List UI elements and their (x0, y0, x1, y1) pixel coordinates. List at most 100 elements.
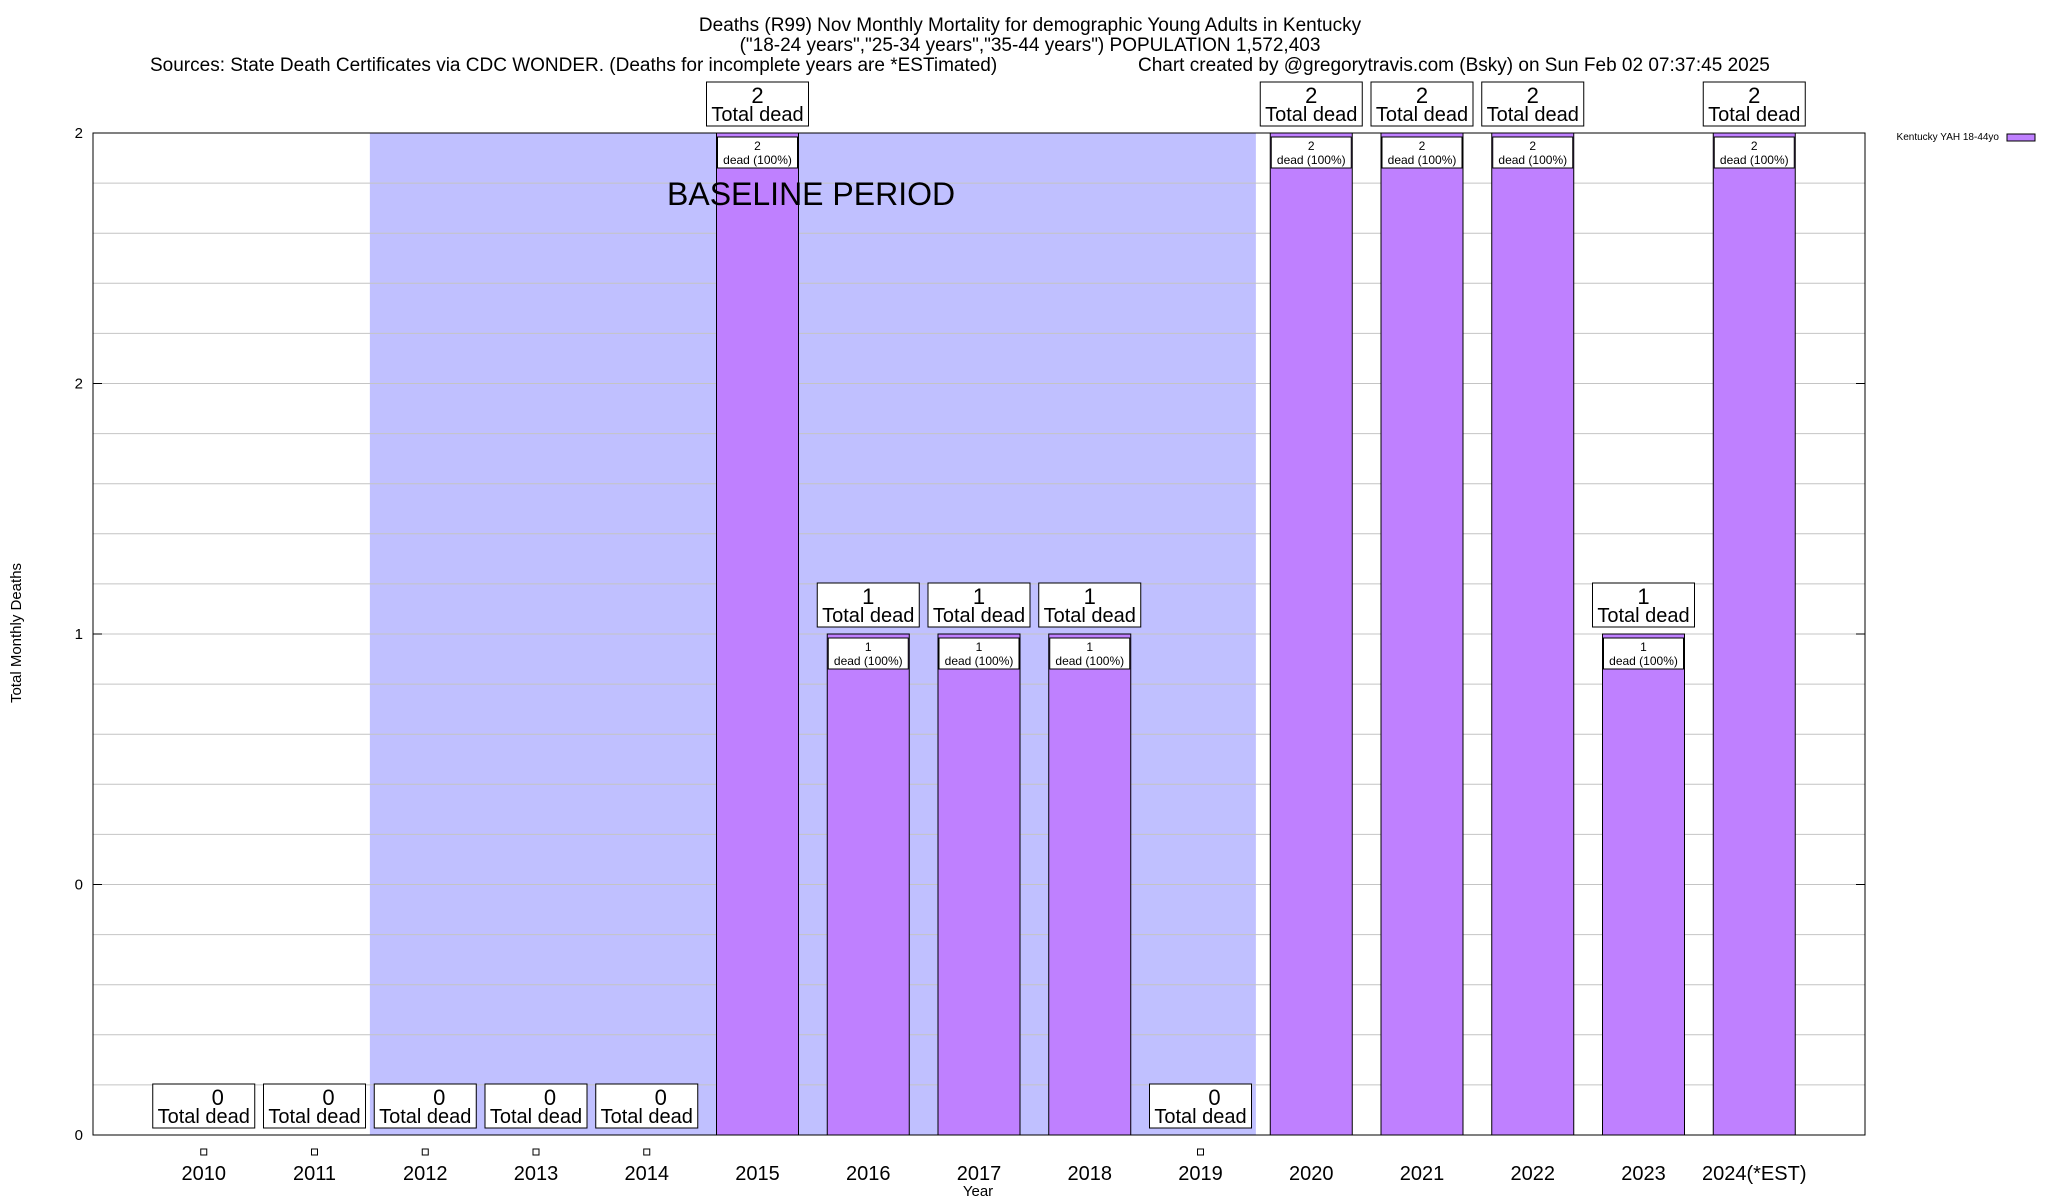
x-tick-label: 2020 (1289, 1163, 1334, 1185)
bar-inner-value-label: 2 (754, 139, 761, 153)
bar-total-value-label: 0 (212, 1085, 224, 1110)
chart-credit: Chart created by @gregorytravis.com (Bsk… (1138, 55, 1770, 76)
x-tick-label: 2024(*EST) (1702, 1163, 1807, 1185)
plot-border (92, 132, 1866, 1136)
zero-value-marker (421, 1148, 429, 1156)
bar-total-label-box (484, 1083, 588, 1129)
bar-total-label-box (1149, 1083, 1252, 1129)
bar (937, 633, 1021, 1136)
y-tick-label: 2 (75, 125, 83, 142)
bar (1712, 132, 1796, 1136)
bar-total-label-box (595, 1083, 699, 1129)
bar-total-label-box (1592, 582, 1695, 628)
bar-total-value-label: 2 (751, 83, 763, 108)
bar-total-text-label: Total dead (1154, 1106, 1246, 1128)
bar-inner-label-box (1603, 637, 1684, 670)
bar-inner-label-box (827, 637, 909, 670)
bar-total-text-label: Total dead (268, 1106, 360, 1128)
bar-inner-label-box (1381, 136, 1463, 169)
bar-inner-text-label: dead (100%) (1277, 153, 1346, 167)
bar (716, 132, 799, 1136)
bar-total-label-box (1481, 81, 1585, 127)
bar-inner-text-label: dead (100%) (1498, 153, 1567, 167)
bar-inner-label-box (717, 136, 798, 169)
bar-total-text-label: Total dead (1597, 605, 1689, 627)
bar-total-label-box (152, 1083, 256, 1129)
x-tick-label: 2012 (403, 1163, 448, 1185)
bar-inner-text-label: dead (100%) (723, 153, 792, 167)
bar-total-label-box (263, 1083, 366, 1129)
bar-total-value-label: 0 (322, 1085, 334, 1110)
x-tick-label: 2023 (1621, 1163, 1666, 1185)
bar-inner-label-box (1492, 136, 1574, 169)
bar-total-text-label: Total dead (1708, 104, 1800, 126)
bar-total-text-label: Total dead (1487, 104, 1579, 126)
bar-total-value-label: 2 (1748, 83, 1760, 108)
bar-total-value-label: 1 (973, 584, 985, 609)
bar-inner-text-label: dead (100%) (1720, 153, 1789, 167)
x-tick-label: 2013 (514, 1163, 559, 1185)
bar-inner-value-label: 1 (865, 640, 872, 654)
bar-total-text-label: Total dead (933, 605, 1025, 627)
bar-total-value-label: 1 (1084, 584, 1096, 609)
bar-total-value-label: 0 (1208, 1085, 1220, 1110)
bar-total-label-box (816, 582, 920, 628)
bar-inner-value-label: 1 (976, 640, 983, 654)
bar-total-value-label: 0 (655, 1085, 667, 1110)
y-axis-label: Total Monthly Deaths (8, 563, 25, 703)
x-axis-label: Year (963, 1183, 993, 1200)
bar-total-label-box (1702, 81, 1806, 127)
bar-inner-label-box (1049, 637, 1131, 670)
bar-total-label-box (927, 582, 1031, 628)
bar-inner-text-label: dead (100%) (1388, 153, 1457, 167)
bar-total-text-label: Total dead (158, 1106, 250, 1128)
bar-total-value-label: 2 (1527, 83, 1539, 108)
bar-inner-text-label: dead (100%) (1055, 654, 1124, 668)
y-tick-label: 0 (75, 877, 83, 894)
bar-total-text-label: Total dead (379, 1106, 471, 1128)
bar-inner-label-box (1270, 136, 1352, 169)
bar (1269, 132, 1353, 1136)
bar-total-text-label: Total dead (1044, 605, 1136, 627)
bar-total-text-label: Total dead (711, 104, 803, 126)
x-tick-label: 2018 (1068, 1163, 1113, 1185)
bar (1380, 132, 1464, 1136)
bar-total-text-label: Total dead (601, 1106, 693, 1128)
bar-inner-label-box (1713, 136, 1795, 169)
y-tick-label: 2 (75, 376, 83, 393)
bar-total-value-label: 1 (1637, 584, 1649, 609)
bar-total-label-box (1259, 81, 1363, 127)
bar-inner-value-label: 2 (1751, 139, 1758, 153)
bar-inner-text-label: dead (100%) (1609, 654, 1678, 668)
bar-inner-text-label: dead (100%) (945, 654, 1014, 668)
bar-total-label-box (706, 81, 809, 127)
bar (1048, 633, 1132, 1136)
x-tick-label: 2011 (293, 1163, 336, 1185)
chart-title-line-2: ("18-24 years","25-34 years","35-44 year… (740, 35, 1321, 56)
bar (826, 633, 910, 1136)
x-tick-label: 2010 (182, 1163, 227, 1185)
zero-value-marker (643, 1148, 651, 1156)
chart-title-line-1: Deaths (R99) Nov Monthly Mortality for d… (699, 15, 1362, 36)
bar-inner-value-label: 2 (1419, 139, 1426, 153)
zero-value-marker (532, 1148, 540, 1156)
x-tick-label: 2021 (1400, 1163, 1445, 1185)
x-tick-label: 2016 (846, 1163, 891, 1185)
bar-total-value-label: 2 (1305, 83, 1317, 108)
bar-inner-value-label: 1 (1640, 640, 1647, 654)
bar-inner-label-box (938, 637, 1020, 670)
chart-sources: Sources: State Death Certificates via CD… (150, 55, 997, 76)
bar-total-text-label: Total dead (490, 1106, 582, 1128)
zero-value-marker (311, 1148, 318, 1156)
bar-total-text-label: Total dead (1376, 104, 1468, 126)
bar-inner-text-label: dead (100%) (834, 654, 903, 668)
baseline-period-label: BASELINE PERIOD (667, 176, 955, 212)
bar-total-value-label: 2 (1416, 83, 1428, 108)
bar-total-value-label: 0 (544, 1085, 556, 1110)
bar-inner-value-label: 2 (1308, 139, 1315, 153)
legend-label: Kentucky YAH 18-44yo (1897, 132, 2000, 143)
bar (1491, 132, 1575, 1136)
x-tick-label: 2015 (735, 1163, 780, 1185)
legend-swatch (2006, 133, 2036, 142)
